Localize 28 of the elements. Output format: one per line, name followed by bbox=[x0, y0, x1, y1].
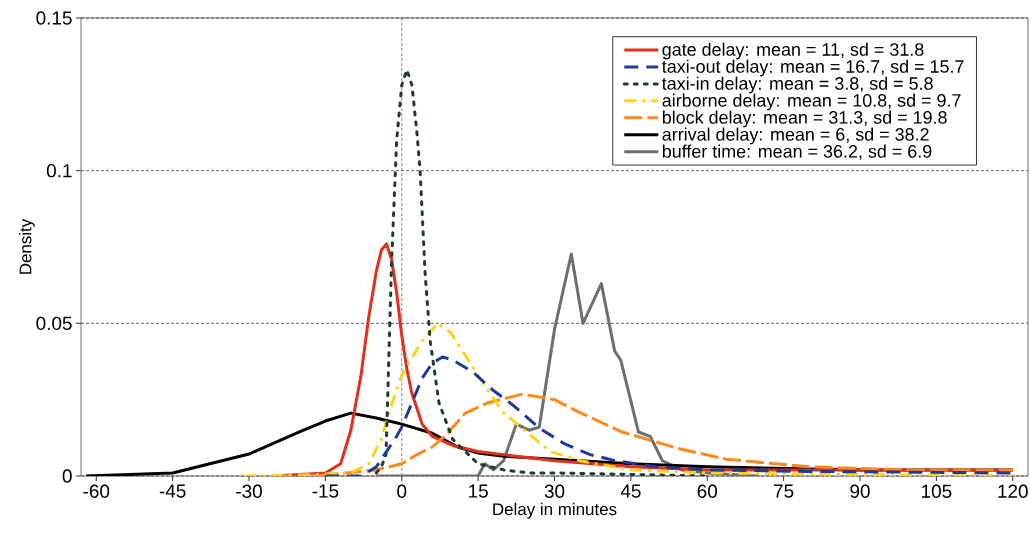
x-tick-label: 15 bbox=[469, 484, 488, 498]
x-tick-label: 60 bbox=[697, 484, 718, 498]
y-tick-label: 0 bbox=[62, 469, 72, 483]
line-series bbox=[242, 321, 1015, 476]
legend-label: taxi-in delay: mean = 3.8, sd = 5.8 bbox=[662, 76, 933, 94]
x-tick-label: 75 bbox=[774, 484, 794, 498]
x-tick-label: 105 bbox=[922, 484, 952, 498]
legend-label: gate delay: mean = 11, sd = 31.8 bbox=[662, 42, 924, 60]
legend-label: arrival delay: mean = 6, sd = 38.2 bbox=[662, 127, 929, 145]
x-tick-label: 30 bbox=[544, 484, 565, 498]
y-tick-label: 0.1 bbox=[46, 163, 72, 178]
y-tick-label: 0.15 bbox=[36, 11, 72, 25]
legend-label: taxi-out delay: mean = 16.7, sd = 15.7 bbox=[662, 59, 964, 77]
x-tick-label: -30 bbox=[236, 484, 262, 498]
y-axis-title: Density bbox=[19, 218, 35, 274]
legend-label: block delay: mean = 31.3, sd = 19.8 bbox=[662, 110, 947, 128]
x-axis-title: Delay in minutes bbox=[493, 502, 617, 519]
x-tick-label: -60 bbox=[83, 484, 110, 498]
legend-label: airborne delay: mean = 10.8, sd = 9.7 bbox=[662, 93, 961, 111]
x-tick-label: 45 bbox=[620, 484, 641, 498]
x-tick-label: 120 bbox=[998, 484, 1028, 498]
x-tick-label: 90 bbox=[850, 484, 870, 498]
line-series bbox=[374, 252, 760, 476]
x-tick-label: 0 bbox=[397, 484, 407, 498]
y-tick-label: 0.05 bbox=[36, 316, 72, 331]
x-tick-label: -45 bbox=[159, 484, 186, 498]
x-tick-label: -15 bbox=[312, 484, 339, 498]
legend-label: buffer time: mean = 36.2, sd = 6.9 bbox=[662, 144, 932, 160]
